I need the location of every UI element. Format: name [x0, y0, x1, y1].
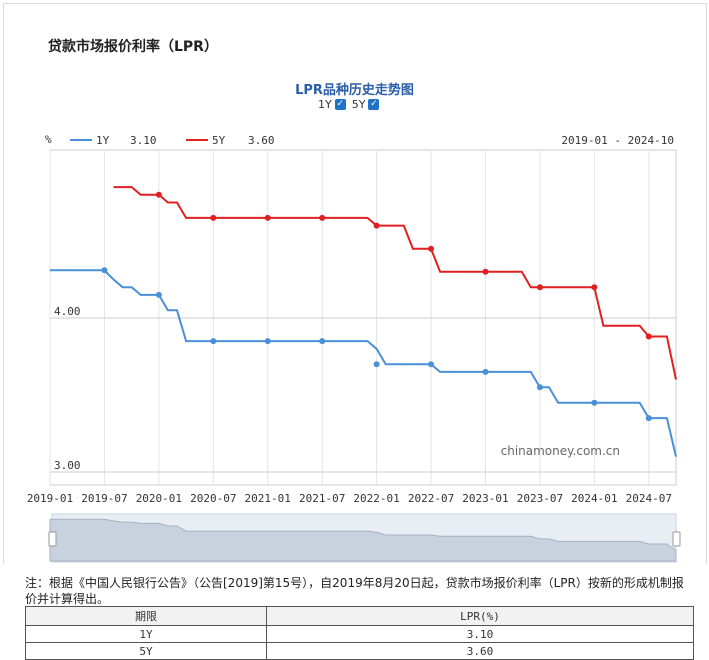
data-point-5y	[591, 284, 598, 291]
y-tick-label: 3.00	[54, 459, 81, 472]
header-term: 期限	[25, 606, 267, 626]
range-navigator[interactable]	[48, 513, 681, 563]
date-range-label: 2019-01 - 2024-10	[561, 134, 674, 147]
data-point-5y	[319, 214, 326, 221]
x-tick-label: 2021-07	[299, 492, 345, 505]
x-tick-label: 2024-01	[571, 492, 617, 505]
x-tick-label: 2019-01	[27, 492, 73, 505]
toggle-1y-label: 1Y	[318, 98, 332, 111]
lpr-table: 期限 LPR(%) 1Y 3.10 5Y 3.60	[25, 606, 694, 660]
cell-rate: 3.10	[266, 625, 694, 643]
x-axis-ticks: 2019-01 2019-07 2020-01 2020-07 2021-01 2021-…	[27, 492, 672, 505]
data-point-1y	[591, 399, 598, 406]
data-point-1y	[482, 368, 489, 375]
navigator-left-handle[interactable]	[48, 531, 57, 547]
series-toggles: 1Y ✓ 5Y ✓	[318, 98, 385, 111]
y-axis-unit: %	[45, 133, 52, 146]
watermark: chinamoney.com.cn	[501, 444, 620, 458]
toggle-5y-checkbox[interactable]: ✓	[368, 99, 380, 110]
table-row: 1Y 3.10	[25, 625, 694, 643]
legend-1y-name: 1Y	[96, 134, 110, 147]
data-point-1y	[210, 338, 217, 345]
section-title: 贷款市场报价利率（LPR）	[48, 39, 218, 55]
grid-lines	[49, 149, 677, 486]
header-lpr: LPR(%)	[266, 606, 694, 626]
data-point-5y	[373, 222, 380, 229]
navigator-right-handle[interactable]	[672, 531, 681, 547]
lpr-panel	[3, 3, 707, 564]
data-point-5y	[428, 245, 435, 252]
y-axis-ticks: 4.00 3.00	[54, 305, 81, 472]
data-point-5y	[210, 214, 217, 221]
data-point-1y	[645, 415, 652, 422]
legend: 1Y 3.10 5Y 3.60	[70, 134, 275, 147]
y-tick-label: 4.00	[54, 305, 81, 318]
cell-term: 1Y	[25, 625, 267, 643]
x-tick-label: 2021-01	[245, 492, 291, 505]
toggle-5y-label: 5Y	[351, 98, 366, 111]
table-row: 5Y 3.60	[25, 642, 694, 660]
table-header-row: 期限 LPR(%)	[25, 606, 694, 626]
data-point-1y	[319, 338, 326, 345]
series-line-1y	[50, 269, 677, 457]
legend-5y-value: 3.60	[248, 134, 275, 147]
data-point-1y	[373, 361, 380, 368]
data-point-5y	[645, 333, 652, 340]
chart-title: LPR品种历史走势图	[295, 83, 414, 98]
data-point-5y	[155, 191, 162, 198]
x-tick-label: 2022-01	[353, 492, 399, 505]
x-tick-label: 2023-01	[462, 492, 508, 505]
x-tick-label: 2020-07	[190, 492, 236, 505]
x-tick-label: 2022-07	[408, 492, 454, 505]
x-tick-label: 2019-07	[81, 492, 127, 505]
x-tick-label: 2023-07	[517, 492, 563, 505]
series-lines	[50, 186, 677, 457]
navigator-overview-area	[49, 518, 677, 562]
x-tick-label: 2024-07	[626, 492, 672, 505]
data-point-1y	[155, 291, 162, 298]
cell-rate: 3.60	[266, 642, 694, 660]
toggle-1y-checkbox[interactable]: ✓	[334, 99, 346, 110]
data-point-1y	[101, 267, 108, 274]
legend-5y-name: 5Y	[212, 134, 226, 147]
data-point-5y	[482, 268, 489, 275]
lpr-line-chart: % 1Y 3.10 5Y 3.60 2019-01 - 2024-10 chin…	[27, 133, 681, 563]
data-point-5y	[264, 214, 271, 221]
legend-1y-value: 3.10	[130, 134, 157, 147]
x-tick-label: 2020-01	[136, 492, 182, 505]
footnote: 注：根据《中国人民银行公告》（公告[2019]第15号），自2019年8月20日…	[25, 576, 684, 606]
cell-term: 5Y	[25, 642, 267, 660]
data-point-1y	[264, 338, 271, 345]
data-point-5y	[536, 284, 543, 291]
data-point-1y	[428, 361, 435, 368]
series-line-5y	[113, 186, 677, 380]
data-point-1y	[536, 384, 543, 391]
